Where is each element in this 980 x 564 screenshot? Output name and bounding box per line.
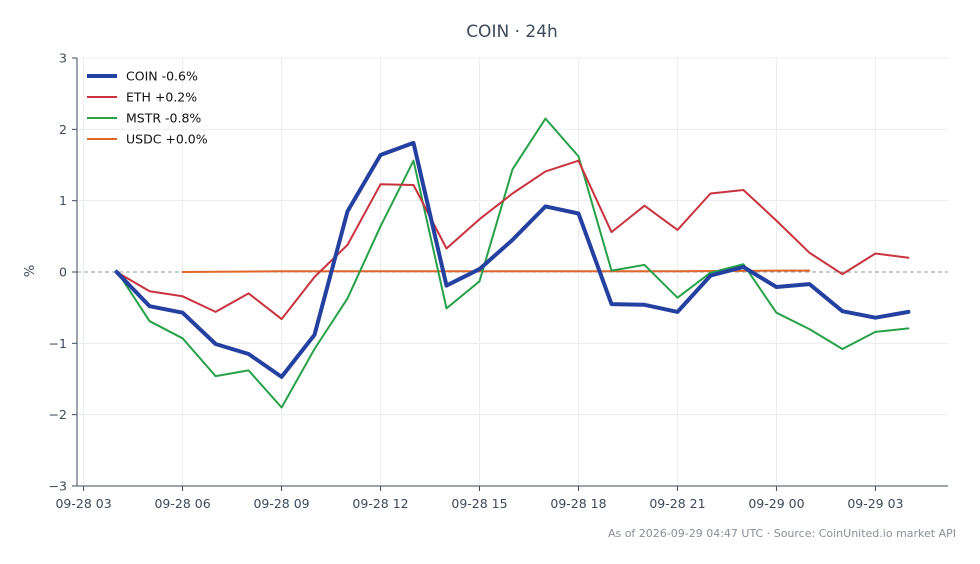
x-tick-label: 09-28 18 xyxy=(550,496,606,511)
x-tick-label: 09-29 00 xyxy=(748,496,804,511)
legend-label: COIN -0.6% xyxy=(126,69,198,84)
axes: 09-28 03 09-28 06 09-28 09 09-28 12 09-28 15… xyxy=(49,51,948,511)
x-tick-label: 09-28 12 xyxy=(352,496,408,511)
x-tick-label: 09-28 06 xyxy=(154,496,210,511)
x-tick-label: 09-28 09 xyxy=(253,496,309,511)
y-axis-label: % xyxy=(23,265,38,277)
legend-label: USDC +0.0% xyxy=(126,132,208,147)
series-line xyxy=(115,117,910,409)
y-tick-label: −1 xyxy=(49,336,67,351)
footer-note: As of 2026-09-29 04:47 UTC · Source: Coi… xyxy=(608,527,956,540)
legend-label: MSTR -0.8% xyxy=(126,111,201,126)
y-tick-label: −2 xyxy=(49,407,67,422)
y-tick-label: −3 xyxy=(49,479,67,494)
legend-label: ETH +0.2% xyxy=(126,90,197,105)
y-tick-label: 3 xyxy=(59,51,67,66)
series-lines xyxy=(114,117,911,409)
series-line xyxy=(181,269,811,273)
y-tick-label: 0 xyxy=(59,265,67,280)
y-tick-label: 1 xyxy=(59,193,67,208)
series-line xyxy=(115,159,910,321)
chart-title: COIN · 24h xyxy=(466,22,558,42)
series-line xyxy=(114,140,911,379)
x-tick-label: 09-28 03 xyxy=(55,496,111,511)
legend: COIN -0.6% ETH +0.2% MSTR -0.8% USDC +0.0% xyxy=(87,69,208,147)
x-tick-label: 09-28 15 xyxy=(451,496,507,511)
x-tick-label: 09-29 03 xyxy=(847,496,903,511)
y-tick-label: 2 xyxy=(59,122,67,137)
x-tick-label: 09-28 21 xyxy=(649,496,705,511)
